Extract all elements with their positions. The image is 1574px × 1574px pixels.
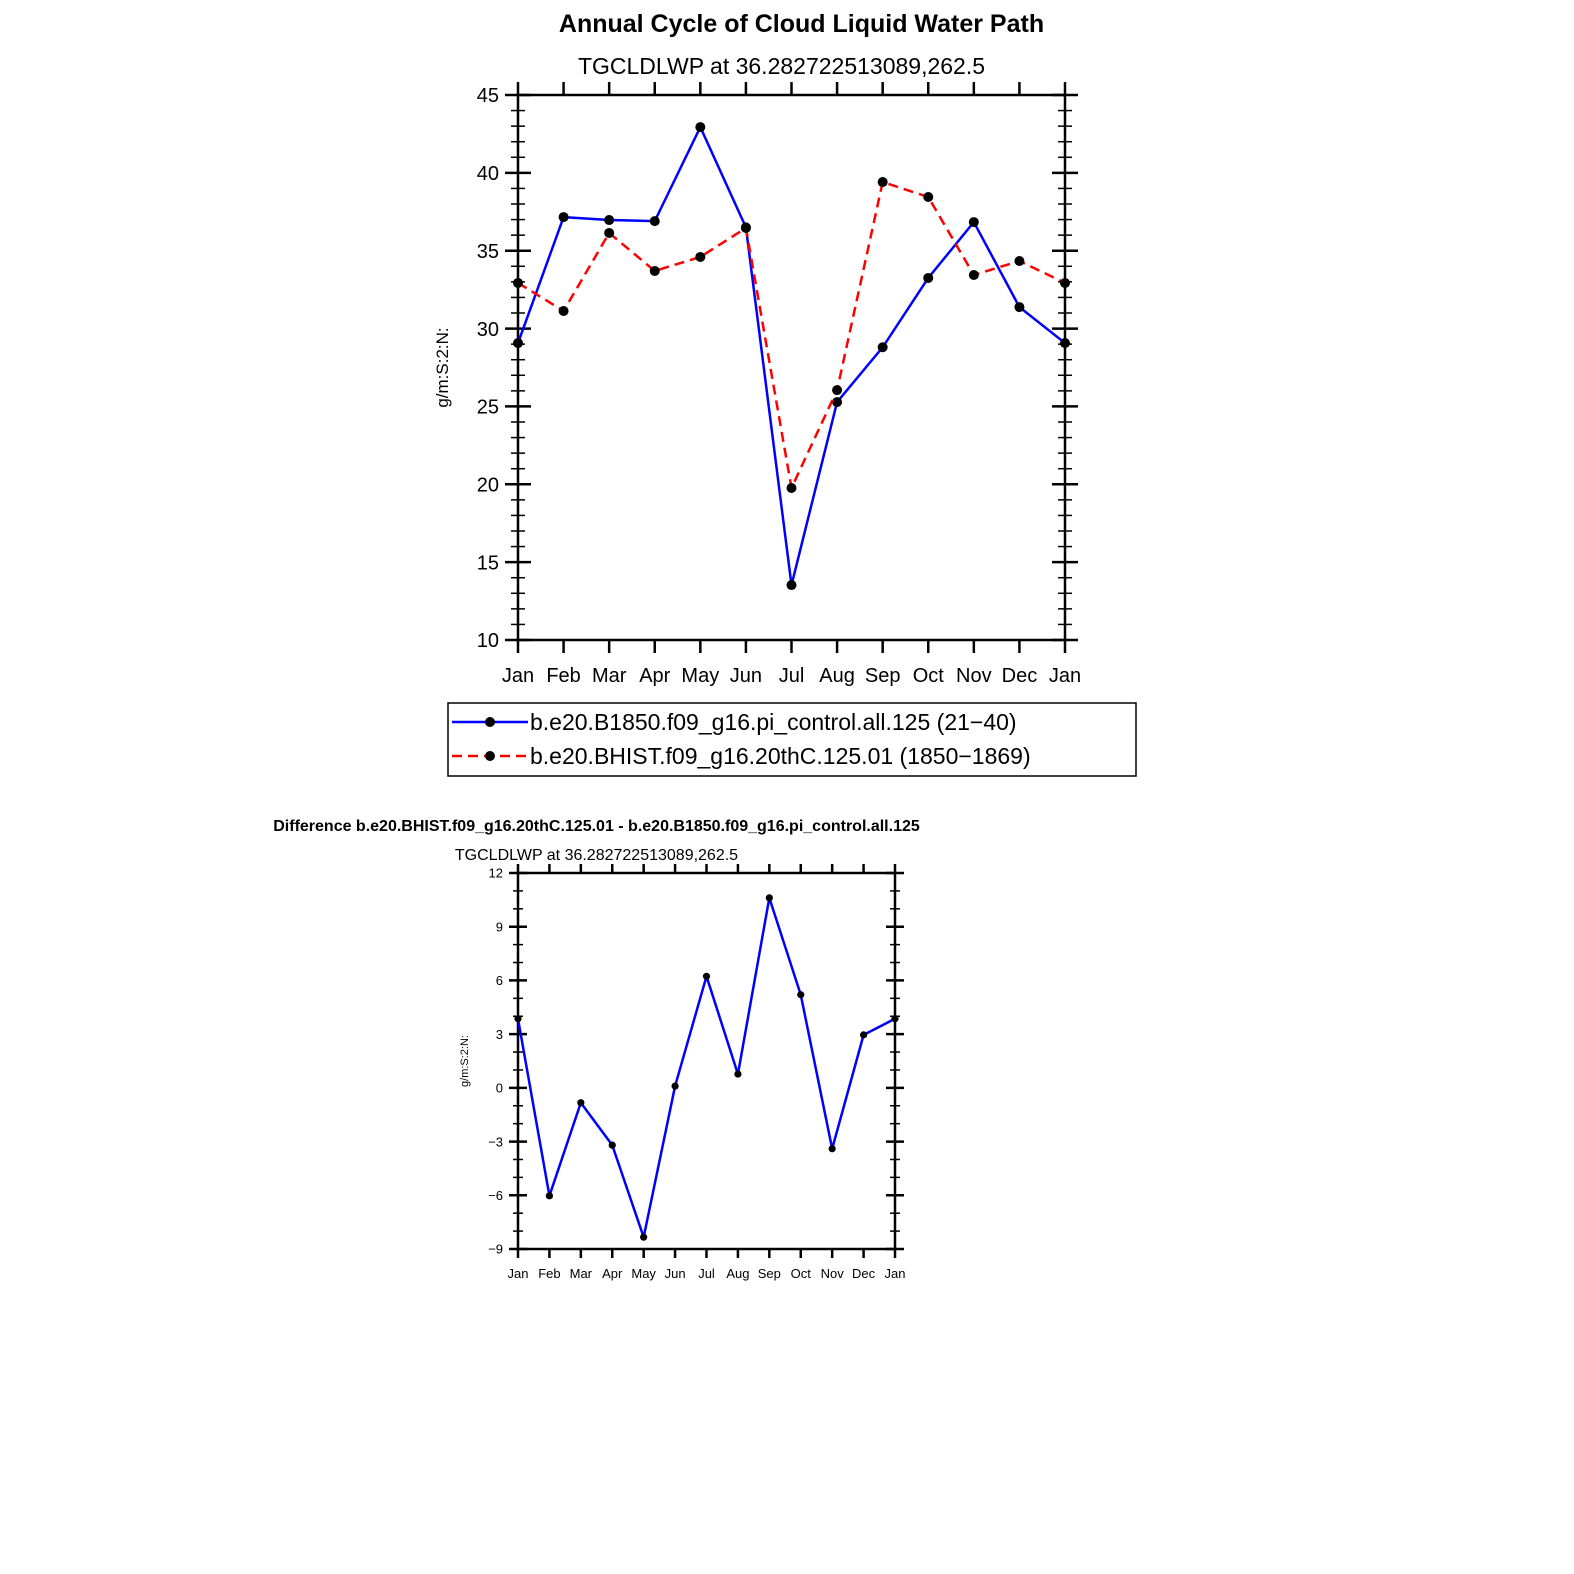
main-series-0-point [877,342,888,353]
diff-series-0-point [828,1145,836,1153]
diff-y-tick-label: 0 [496,1081,503,1096]
diff-x-tick-label: Sep [758,1266,781,1281]
main-x-tick-label: Jun [730,665,762,687]
diff-y-tick-label: 9 [496,919,503,934]
main-plot-frame [516,93,1067,642]
main-x-tick-label: Jan [502,665,534,687]
main-series-0-point [968,217,979,228]
diff-y-tick-label: 12 [489,866,503,881]
diff-x-tick-label: Aug [726,1266,749,1281]
main-series-1-point [968,270,979,281]
legend-marker-1 [485,751,495,761]
main-series-line-0 [516,125,1066,587]
main-series-0-point [786,580,797,591]
diff-x-tick-label: Apr [602,1266,623,1281]
diff-series-0-point [891,1015,899,1023]
main-series-line-1 [517,180,1066,490]
diff-x-tick-label: May [631,1266,656,1281]
main-y-tick-label: 25 [477,397,499,419]
diff-x-tick-label: Jul [698,1266,715,1281]
main-series-0-point [513,338,523,349]
diff-chart-title: Difference b.e20.BHIST.f09_g16.20thC.125… [273,818,920,835]
main-series-1-point [923,191,934,202]
main-series-1-point [558,305,569,316]
diff-y-axis-label: g/m:S:2:N: [459,1035,471,1087]
main-series-1-point [740,222,751,233]
main-y-tick-label: 20 [477,474,499,496]
main-series-1-point [649,265,660,276]
main-series-1-point [513,277,523,288]
main-x-tick-label: Jul [779,665,805,687]
main-x-tick-label: Feb [546,665,580,687]
legend-box [447,702,1137,777]
diff-x-tick-label: Jan [508,1266,529,1281]
diff-series-0-point [577,1099,585,1107]
diff-x-tick-label: Jan [885,1266,906,1281]
main-series-0-point [1014,302,1025,313]
main-series-1-point [695,251,706,262]
main-y-tick-label: 10 [477,630,499,652]
main-x-tick-label: May [681,665,719,687]
diff-series-0-point [859,1031,868,1039]
legend-marker-0 [485,717,495,727]
main-y-tick-label: 40 [477,163,499,185]
diff-y-tick-label: −3 [488,1134,503,1149]
main-series-1-point [877,177,888,188]
diff-plot-frame [516,871,897,1251]
main-y-axis-label: g/m:S:2:N: [433,327,452,407]
main-series-0-point [832,397,843,408]
main-series-1-point [832,385,843,396]
main-series-0-point [1060,338,1070,349]
diff-series-0-point [608,1141,616,1149]
diff-series-0-point [734,1070,742,1078]
main-y-tick-label: 35 [477,241,499,263]
diff-series-line-0 [516,896,896,1239]
diff-series-0-point [765,894,773,902]
diff-series-0-point [514,1015,522,1023]
main-y-tick-label: 15 [477,552,499,574]
diff-x-tick-label: Mar [570,1266,593,1281]
main-series-0-point [604,215,615,226]
main-x-tick-label: Dec [1002,665,1038,687]
main-series-1-point [604,227,615,238]
diff-y-tick-label: −6 [488,1188,503,1203]
main-series-1-point [786,483,797,494]
main-y-tick-label: 45 [477,85,499,107]
diff-x-tick-label: Dec [852,1266,876,1281]
main-series-0-point [923,272,934,283]
diff-x-tick-label: Nov [821,1266,845,1281]
diff-y-tick-label: −9 [488,1242,503,1257]
legend-label-0: b.e20.B1850.f09_g16.pi_control.all.125 (… [530,709,1017,735]
main-series-0-point [649,216,660,227]
main-y-tick-label: 30 [477,319,499,341]
main-x-tick-label: Sep [865,665,901,687]
diff-series-0-point [545,1192,554,1200]
main-series-0-point [695,122,706,133]
diff-y-tick-label: 6 [496,973,503,988]
main-x-tick-label: Apr [639,665,670,687]
main-x-tick-label: Oct [913,665,945,687]
main-x-tick-label: Jan [1049,665,1081,687]
diff-series-0-point [640,1233,648,1241]
diff-y-tick-label: 3 [496,1027,503,1042]
diff-series-0-point [671,1082,679,1090]
main-x-tick-label: Nov [956,665,992,687]
main-x-tick-label: Aug [819,665,855,687]
diff-x-tick-label: Feb [538,1266,560,1281]
main-series-0-point [558,212,569,223]
diff-series-0-point [797,991,805,999]
main-series-1-point [1014,255,1025,266]
main-series-1-point [1060,277,1070,288]
legend-label-1: b.e20.BHIST.f09_g16.20thC.125.01 (1850−1… [530,743,1031,769]
main-chart-subtitle: TGCLDLWP at 36.282722513089,262.5 [578,53,985,79]
main-chart-title: Annual Cycle of Cloud Liquid Water Path [559,10,1044,38]
diff-chart-subtitle: TGCLDLWP at 36.282722513089,262.5 [455,847,738,864]
main-x-tick-label: Mar [592,665,627,687]
diff-x-tick-label: Jun [665,1266,686,1281]
diff-series-0-point [702,972,711,980]
diff-x-tick-label: Oct [791,1266,812,1281]
